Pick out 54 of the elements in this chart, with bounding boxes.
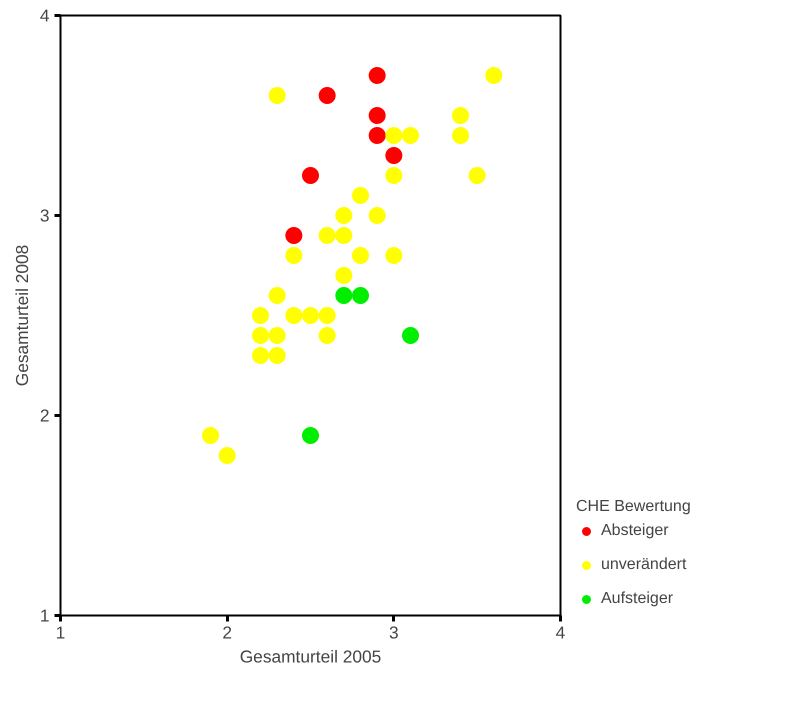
point: [268, 327, 286, 344]
legend-title: CHE Bewertung: [576, 498, 691, 516]
point: [368, 67, 386, 84]
point: [302, 427, 319, 444]
point: [352, 247, 369, 264]
point: [385, 147, 402, 164]
point: [402, 127, 419, 144]
point: [252, 327, 269, 344]
point: [318, 307, 336, 324]
legend-label: unverändert: [601, 555, 686, 575]
point: [285, 307, 302, 324]
y-tick-label: 2: [40, 406, 50, 426]
legend-label: Absteiger: [601, 521, 669, 541]
x-tick-label: 2: [222, 622, 232, 642]
point: [318, 327, 336, 344]
point: [218, 447, 236, 464]
point: [452, 127, 469, 144]
point: [368, 207, 386, 224]
point: [352, 187, 369, 204]
y-axis-title: Gesamturteil 2008: [12, 244, 32, 386]
point: [402, 327, 419, 344]
point: [318, 227, 336, 244]
y-tick-label: 3: [40, 206, 50, 226]
legend-label: Aufsteiger: [601, 589, 674, 609]
point: [385, 127, 402, 144]
x-tick-label: 4: [556, 622, 566, 642]
point: [335, 287, 352, 304]
point: [485, 67, 502, 84]
point: [268, 87, 286, 104]
point: [385, 247, 402, 264]
point: [335, 207, 352, 224]
y-tick-label: 1: [40, 606, 50, 626]
point: [268, 287, 286, 304]
point: [285, 247, 302, 264]
point: [352, 287, 369, 304]
point: [252, 307, 269, 324]
y-tick-label: 4: [40, 6, 50, 26]
point: [368, 127, 386, 144]
point: [335, 227, 352, 244]
point: [252, 347, 269, 364]
point: [302, 167, 319, 184]
point: [385, 167, 402, 184]
point: [302, 307, 319, 324]
x-axis-title: Gesamturteil 2005: [240, 646, 382, 666]
point: [468, 167, 486, 184]
point: [318, 87, 336, 104]
point: [368, 107, 386, 124]
point: [285, 227, 302, 244]
point: [452, 107, 469, 124]
point: [335, 267, 352, 284]
point: [268, 347, 286, 364]
point: [202, 427, 219, 444]
x-tick-label: 1: [56, 622, 66, 642]
x-tick-label: 3: [389, 622, 399, 642]
